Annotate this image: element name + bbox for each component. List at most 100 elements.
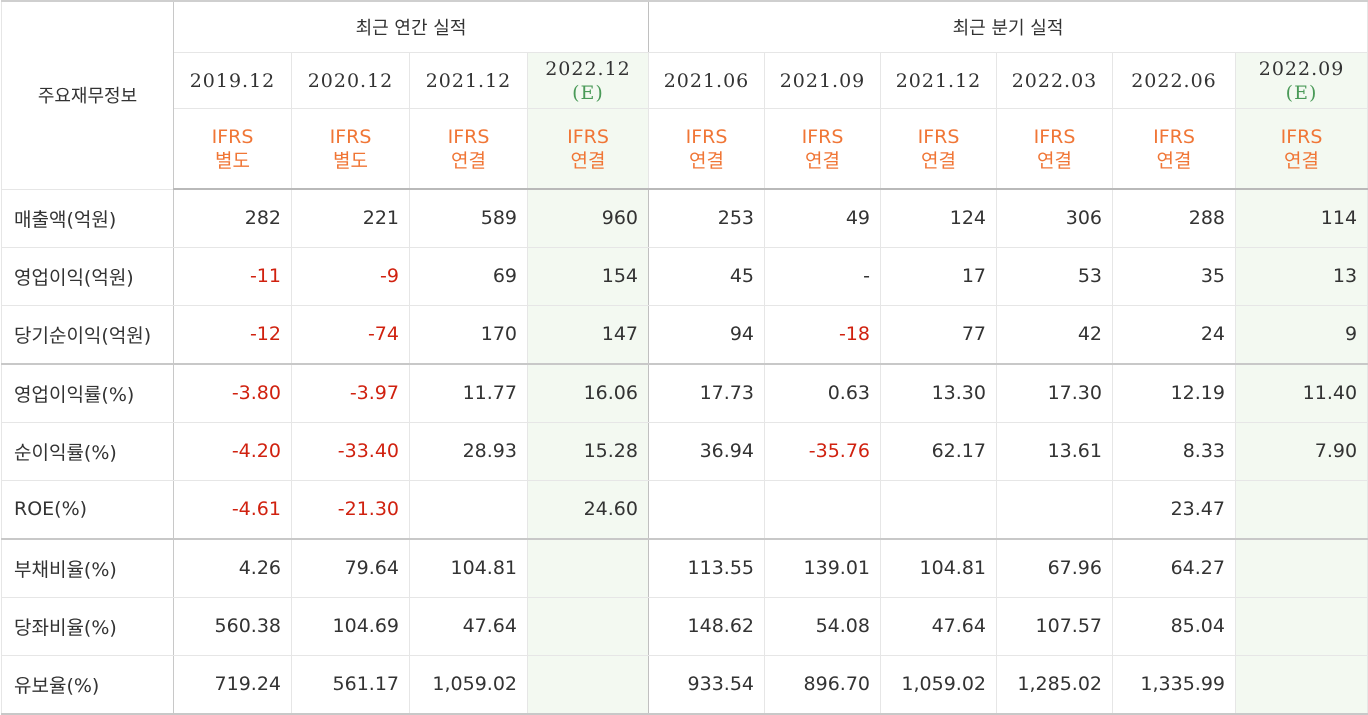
consolidation-type: 연결 <box>689 149 724 172</box>
data-cell: 933.54 <box>648 654 765 715</box>
table-row: 당좌비율(%) 560.38 104.69 47.64 148.62 54.08 47.64… <box>1 596 1368 656</box>
data-cell: 11.77 <box>409 363 528 423</box>
period-header: 2021.12 <box>409 52 528 109</box>
data-cell: -9 <box>291 246 410 306</box>
row-label: 순이익률(%) <box>1 421 174 481</box>
accounting-standard: IFRS 연결 <box>764 108 881 190</box>
data-cell: 24.60 <box>527 479 649 540</box>
data-cell: 77 <box>880 304 997 365</box>
data-cell: 9 <box>1234 304 1368 365</box>
table-row: 매출액(억원) 282 221 589 960 253 49 124 306 288 114 <box>1 188 1368 248</box>
standard-label: IFRS <box>211 125 254 148</box>
standard-label: IFRS <box>329 125 372 148</box>
data-cell: 221 <box>291 188 410 248</box>
data-cell: 11.40 <box>1234 363 1368 423</box>
data-cell: 17 <box>880 246 997 306</box>
accounting-standard: IFRS 연결 <box>1234 108 1368 190</box>
period-header: 2022.12 (E) <box>527 52 649 109</box>
table-row: 당기순이익(억원) -12 -74 170 147 94 -18 77 42 24 9 <box>1 304 1368 365</box>
data-cell: 113.55 <box>648 538 765 598</box>
period-header: 2022.09 (E) <box>1234 52 1368 109</box>
data-cell: 124 <box>880 188 997 248</box>
standard-label: IFRS <box>1033 125 1076 148</box>
data-cell: - <box>764 246 881 306</box>
consolidation-type: 별도 <box>333 149 368 172</box>
data-cell: 561.17 <box>291 654 410 715</box>
estimate-marker: (E) <box>1285 81 1318 104</box>
row-label: ROE(%) <box>1 479 174 540</box>
data-cell: 15.28 <box>527 421 649 481</box>
data-cell: -21.30 <box>291 479 410 540</box>
data-cell: 13.30 <box>880 363 997 423</box>
data-cell <box>880 479 997 540</box>
data-cell: -74 <box>291 304 410 365</box>
data-cell: 104.81 <box>409 538 528 598</box>
consolidation-type: 연결 <box>805 149 840 172</box>
consolidation-type: 연결 <box>451 149 486 172</box>
consolidation-type: 연결 <box>1156 149 1192 172</box>
row-label: 당기순이익(억원) <box>1 304 174 365</box>
data-cell <box>1234 538 1368 598</box>
period-header: 2019.12 <box>173 52 292 109</box>
data-cell: 85.04 <box>1112 596 1236 656</box>
data-cell <box>527 654 649 715</box>
data-cell: 719.24 <box>173 654 292 715</box>
data-cell: 104.69 <box>291 596 410 656</box>
data-cell: 560.38 <box>173 596 292 656</box>
data-cell: -4.61 <box>173 479 292 540</box>
table-row: 유보율(%) 719.24 561.17 1,059.02 933.54 896.70 1,… <box>1 654 1368 715</box>
data-cell: 45 <box>648 246 765 306</box>
accounting-standard: IFRS 연결 <box>409 108 528 190</box>
data-cell: 69 <box>409 246 528 306</box>
standard-label: IFRS <box>917 125 960 148</box>
period-date: 2022.09 <box>1258 57 1345 80</box>
data-cell: 0.63 <box>764 363 881 423</box>
accounting-standard: IFRS 별도 <box>291 108 410 190</box>
data-cell: 47.64 <box>880 596 997 656</box>
table-row: 영업이익률(%) -3.80 -3.97 11.77 16.06 17.73 0.63 13.… <box>1 363 1368 423</box>
row-label: 당좌비율(%) <box>1 596 174 656</box>
data-cell: 17.73 <box>648 363 765 423</box>
standard-label: IFRS <box>447 125 490 148</box>
standard-label: IFRS <box>1280 125 1323 148</box>
data-cell: 36.94 <box>648 421 765 481</box>
row-label: 매출액(억원) <box>1 188 174 248</box>
data-cell: 23.47 <box>1112 479 1236 540</box>
data-cell: 17.30 <box>996 363 1113 423</box>
row-label: 부채비율(%) <box>1 538 174 598</box>
period-date: 2021.09 <box>779 69 866 92</box>
data-cell: 288 <box>1112 188 1236 248</box>
data-cell: 79.64 <box>291 538 410 598</box>
data-cell: 28.93 <box>409 421 528 481</box>
data-cell <box>1234 596 1368 656</box>
table-row: 영업이익(억원) -11 -9 69 154 45-17 53 35 13 <box>1 246 1368 306</box>
data-cell: 107.57 <box>996 596 1113 656</box>
data-cell: -3.97 <box>291 363 410 423</box>
data-cell: -33.40 <box>291 421 410 481</box>
row-label: 유보율(%) <box>1 654 174 715</box>
data-cell: 35 <box>1112 246 1236 306</box>
annual-results-header: 최근 연간 실적 <box>173 0 649 53</box>
data-cell: -3.80 <box>173 363 292 423</box>
data-cell: 896.70 <box>764 654 881 715</box>
data-cell <box>648 479 765 540</box>
data-cell: 54.08 <box>764 596 881 656</box>
data-cell: 139.01 <box>764 538 881 598</box>
period-header: 2020.12 <box>291 52 410 109</box>
period-header: 2022.06 <box>1112 52 1236 109</box>
data-cell: -35.76 <box>764 421 881 481</box>
data-cell: 960 <box>527 188 649 248</box>
consolidation-type: 연결 <box>570 149 606 172</box>
period-date: 2022.06 <box>1131 69 1217 92</box>
accounting-standard: IFRS 별도 <box>173 108 292 190</box>
consolidation-type: 연결 <box>1037 149 1072 172</box>
period-date: 2021.12 <box>425 69 512 92</box>
consolidation-type: 연결 <box>1284 149 1320 172</box>
data-cell <box>527 538 649 598</box>
accounting-standard: IFRS 연결 <box>648 108 765 190</box>
data-cell: 53 <box>996 246 1113 306</box>
data-cell <box>527 596 649 656</box>
period-date: 2019.12 <box>189 69 276 92</box>
data-cell: 16.06 <box>527 363 649 423</box>
data-cell: 67.96 <box>996 538 1113 598</box>
